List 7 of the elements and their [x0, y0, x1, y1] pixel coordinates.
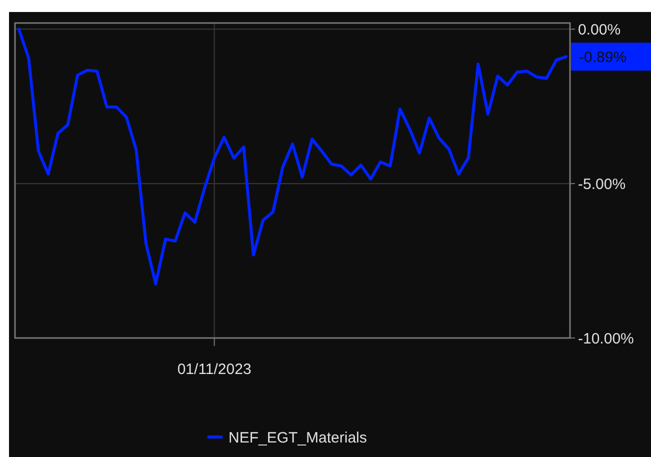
x-tick-label: 01/11/2023: [177, 361, 252, 378]
y-tick-label: -5.00%: [578, 176, 626, 193]
y-tick-label: 0.00%: [578, 21, 621, 38]
text: -0.89%: [579, 48, 627, 66]
y-tick-label: -10.00%: [578, 330, 634, 348]
line-series: [17, 28, 568, 286]
legend-label: NEF_EGT_Materials: [228, 429, 367, 446]
